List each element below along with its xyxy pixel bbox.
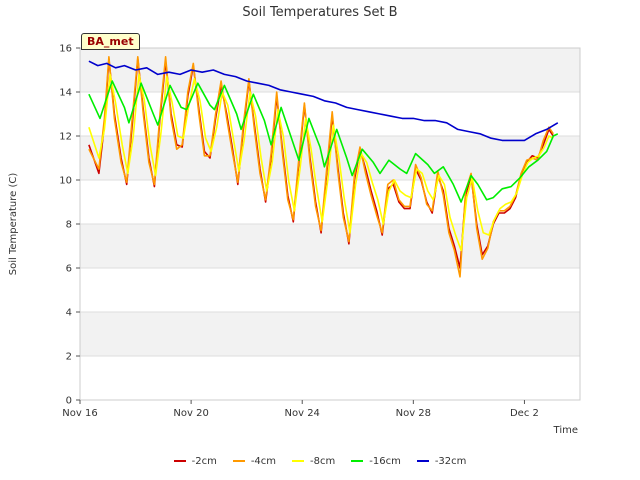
background-band	[80, 224, 580, 268]
series-line-16cmcm	[88, 80, 559, 203]
legend-swatch	[232, 460, 245, 462]
series-line-32cmcm	[88, 60, 559, 142]
legend-item: -2cm	[173, 455, 217, 467]
y-tick-label: 4	[66, 308, 72, 319]
x-tick-label: Dec 2	[510, 408, 539, 419]
y-axis-ticks: 0 2 4 6 8 10 12 14 16	[59, 44, 80, 407]
y-axis-title: Soil Temperature (C)	[8, 173, 19, 276]
y-tick-label: 14	[59, 88, 72, 99]
legend-item: -32cm	[416, 455, 467, 467]
x-tick-label: Nov 28	[396, 408, 431, 419]
x-axis-title: Time	[553, 425, 578, 436]
x-tick-label: Nov 16	[62, 408, 97, 419]
x-axis-ticks: Nov 16 Nov 20 Nov 24 Nov 28 Dec 2	[62, 400, 539, 419]
legend-swatch	[416, 460, 429, 462]
background-band	[80, 312, 580, 356]
legend-item: -4cm	[232, 455, 277, 467]
y-tick-label: 2	[66, 352, 72, 363]
legend-label: -8cm	[310, 455, 336, 467]
background-band	[80, 268, 580, 312]
legend-item: -8cm	[292, 456, 335, 467]
y-tick-label: 6	[66, 264, 72, 275]
legend-label: -4cm	[250, 455, 277, 467]
background-band	[80, 48, 580, 92]
x-tick-label: Nov 20	[173, 408, 208, 419]
y-tick-label: 8	[66, 220, 72, 231]
legend-item: -16cm	[351, 456, 401, 467]
legend-label: -32cm	[434, 455, 467, 467]
data-series	[88, 56, 559, 278]
series-line-4cmcm	[88, 56, 554, 278]
y-tick-label: 16	[59, 44, 72, 55]
legend-swatch	[173, 460, 186, 462]
y-tick-label: 10	[59, 176, 72, 187]
legend-swatch	[351, 460, 364, 462]
x-tick-label: Nov 24	[285, 408, 320, 419]
legend-swatch	[292, 460, 305, 462]
y-tick-label: 12	[59, 132, 72, 143]
y-tick-label: 0	[66, 396, 72, 407]
chart-legend: -2cm -4cm -8cm -16cm -32cm	[0, 452, 640, 470]
station-badge: BA_met	[81, 33, 140, 50]
background-band	[80, 356, 580, 400]
legend-label: -16cm	[369, 455, 401, 467]
series-line-8cmcm	[88, 73, 554, 252]
chart-title: Soil Temperatures Set B	[242, 5, 397, 20]
legend-label: -2cm	[191, 455, 217, 467]
